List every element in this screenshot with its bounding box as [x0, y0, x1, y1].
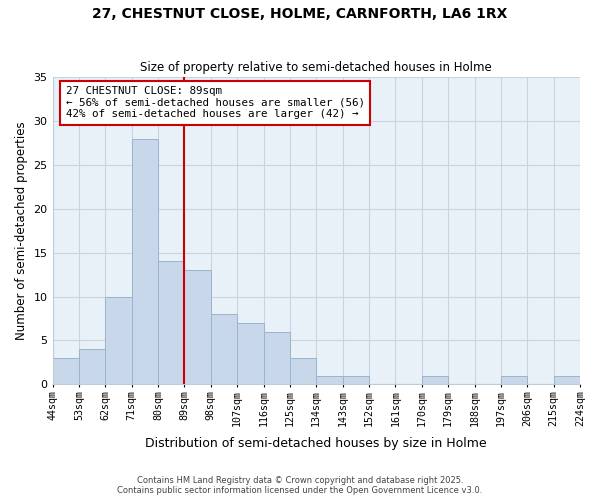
Bar — [131, 138, 158, 384]
Bar — [343, 376, 369, 384]
Title: Size of property relative to semi-detached houses in Holme: Size of property relative to semi-detach… — [140, 62, 492, 74]
Bar — [554, 376, 580, 384]
Bar — [211, 314, 237, 384]
Bar — [237, 323, 263, 384]
Bar — [53, 358, 79, 384]
Text: 27, CHESTNUT CLOSE, HOLME, CARNFORTH, LA6 1RX: 27, CHESTNUT CLOSE, HOLME, CARNFORTH, LA… — [92, 8, 508, 22]
Bar — [501, 376, 527, 384]
Bar — [290, 358, 316, 384]
Y-axis label: Number of semi-detached properties: Number of semi-detached properties — [15, 122, 28, 340]
Bar — [263, 332, 290, 384]
Bar — [158, 262, 184, 384]
Bar — [316, 376, 343, 384]
Bar — [105, 296, 131, 384]
Bar — [422, 376, 448, 384]
Text: Contains HM Land Registry data © Crown copyright and database right 2025.
Contai: Contains HM Land Registry data © Crown c… — [118, 476, 482, 495]
X-axis label: Distribution of semi-detached houses by size in Holme: Distribution of semi-detached houses by … — [145, 437, 487, 450]
Text: 27 CHESTNUT CLOSE: 89sqm
← 56% of semi-detached houses are smaller (56)
42% of s: 27 CHESTNUT CLOSE: 89sqm ← 56% of semi-d… — [66, 86, 365, 120]
Bar — [79, 349, 105, 384]
Bar — [184, 270, 211, 384]
